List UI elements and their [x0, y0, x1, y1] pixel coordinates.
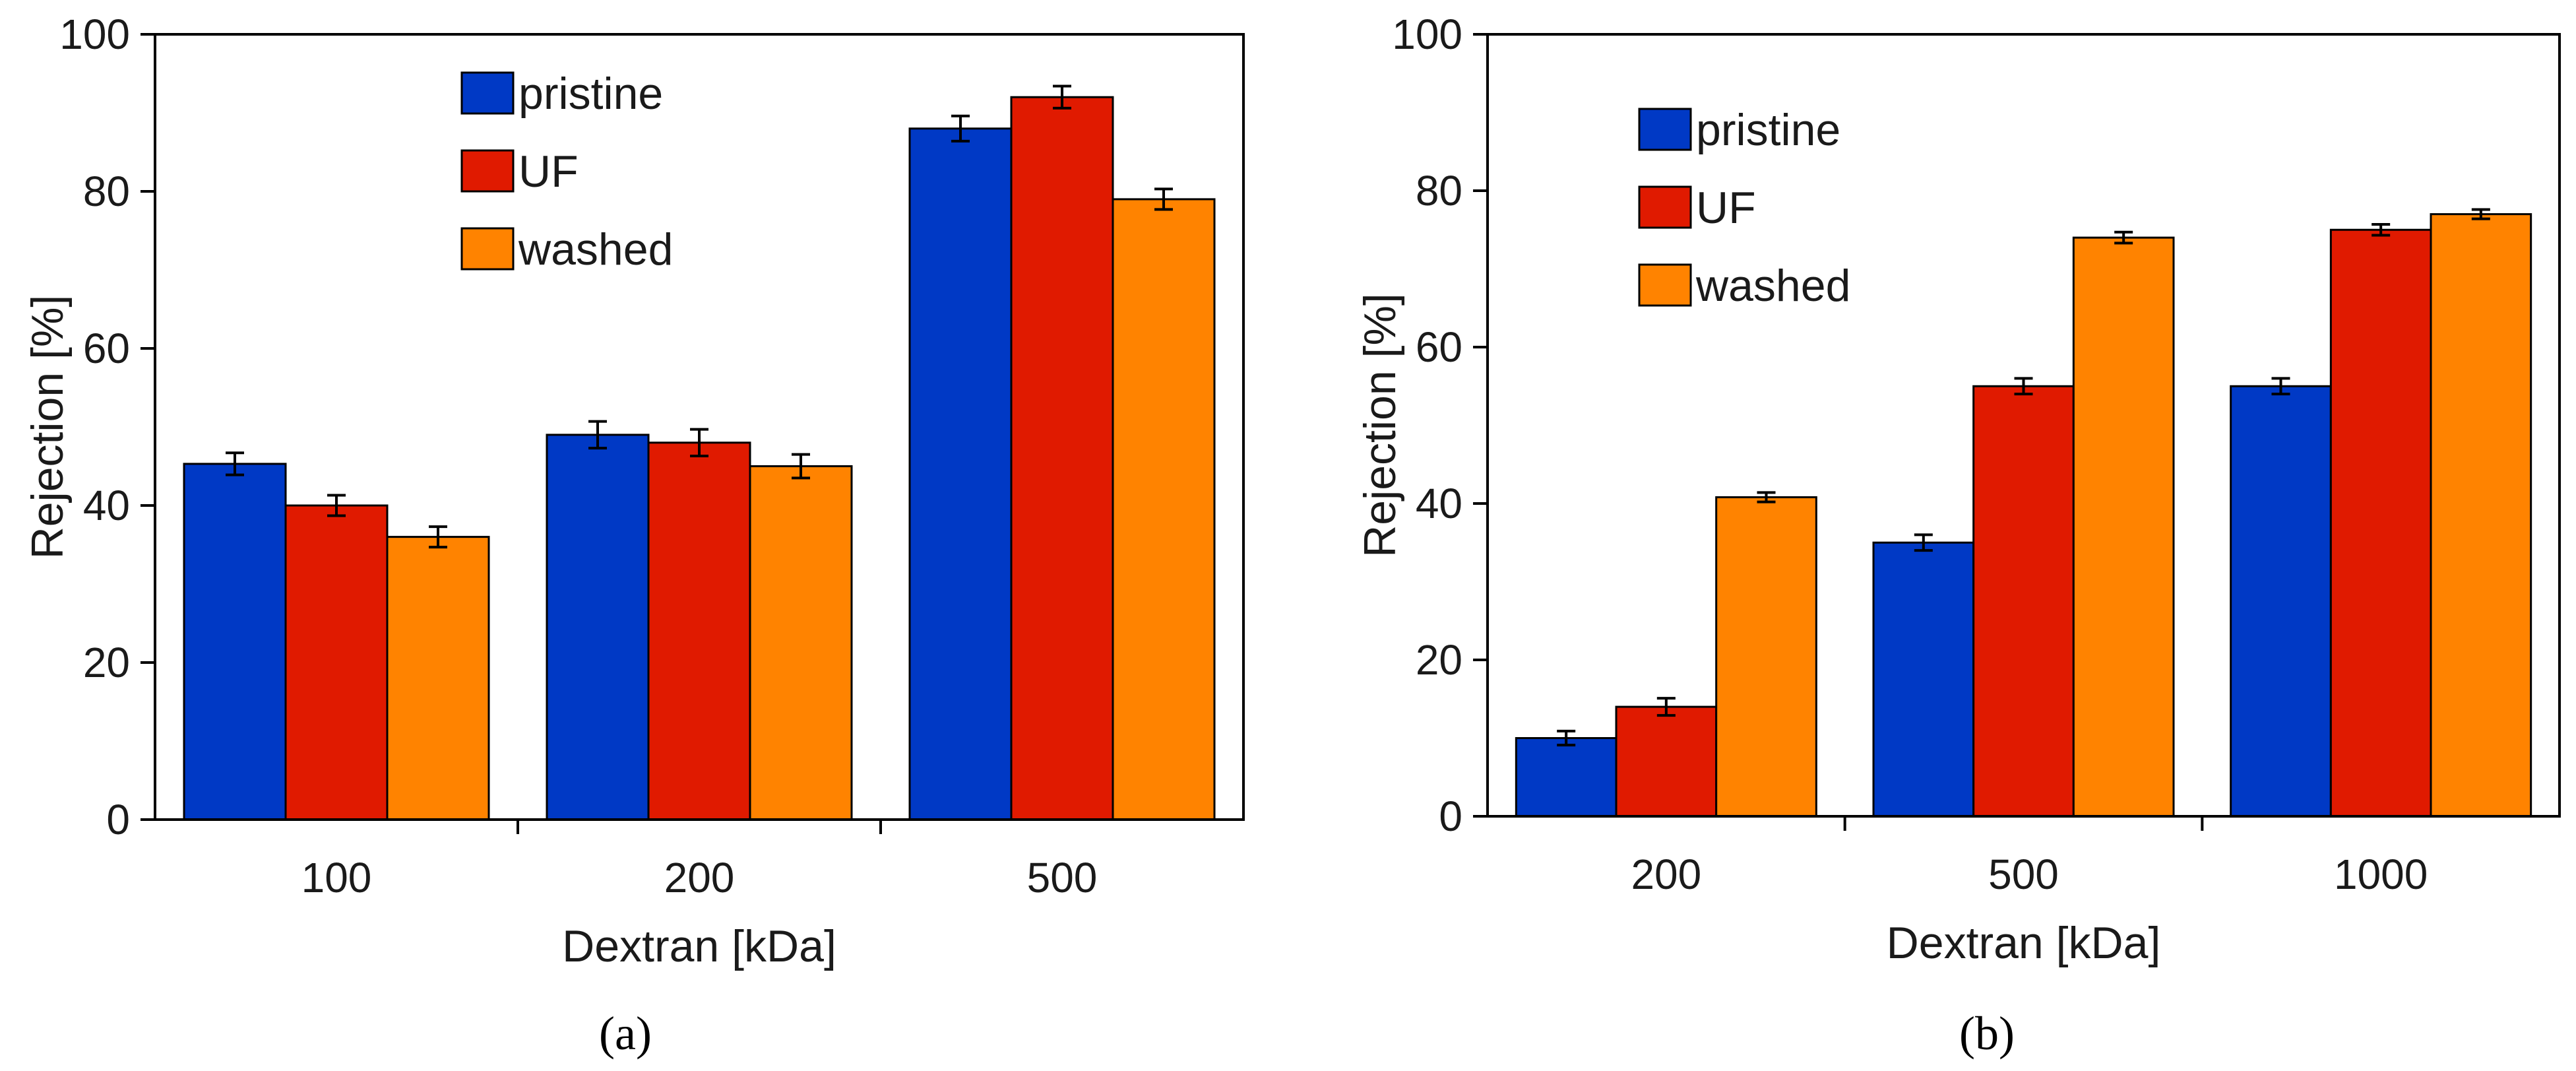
x-tick-label: 1000 [2334, 851, 2428, 898]
bar-washed-500 [1112, 198, 1216, 821]
error-bar-washed-1000 [2471, 208, 2490, 220]
bar-washed-200 [1715, 496, 1817, 818]
plot-frame [154, 33, 1245, 821]
bar-washed-500 [2072, 236, 2175, 818]
legend-swatch-pristine [1638, 108, 1692, 151]
x-tick-label: 100 [301, 854, 372, 901]
error-bar-washed-100 [429, 525, 447, 549]
error-bar-uf-200 [1656, 697, 1676, 717]
bar-washed-200 [749, 465, 853, 821]
bar-uf-1000 [2329, 228, 2432, 818]
bar-uf-500 [1010, 96, 1114, 821]
y-tick-label: 40 [1416, 480, 1462, 527]
y-tick-label: 100 [59, 11, 130, 58]
x-tick-label: 200 [1631, 851, 1701, 898]
plot-frame [1486, 33, 2561, 818]
y-tick-label: 40 [83, 482, 130, 529]
y-tick-label: 100 [1392, 11, 1462, 58]
panel-label: (a) [599, 1007, 652, 1060]
bar-pristine-200 [1515, 737, 1618, 818]
y-tick-label: 80 [1416, 167, 1462, 214]
chart-b: 0 20 40 60 80 100 200 500 1000 Dextran [kDa] Rejec… [1355, 11, 2561, 1060]
x-axis-title: Dextran [kDa] [1887, 918, 2161, 968]
bar-uf-500 [1972, 385, 2075, 818]
error-bar-pristine-200 [588, 420, 607, 450]
x-tick-label: 500 [1027, 854, 1098, 901]
error-bar-pristine-500 [951, 114, 970, 143]
bar-pristine-500 [1872, 541, 1975, 818]
y-tick-label: 80 [83, 168, 130, 215]
error-bar-washed-500 [2114, 230, 2133, 245]
bar-uf-200 [647, 441, 751, 821]
legend-swatch-pristine [460, 71, 515, 115]
error-bar-uf-200 [690, 428, 708, 458]
y-tick-label: 60 [1416, 323, 1462, 371]
y-tick-label: 0 [106, 796, 130, 843]
legend-label-uf: UF [1696, 183, 1756, 233]
y-tick-label: 0 [1439, 793, 1462, 840]
bar-uf-100 [284, 504, 389, 821]
error-bar-uf-500 [2014, 377, 2033, 396]
legend-label-washed: washed [518, 224, 673, 275]
bar-uf-200 [1615, 705, 1718, 818]
legend-label-pristine: pristine [1696, 105, 1840, 155]
error-bar-pristine-200 [1557, 729, 1576, 747]
x-tick-label: 200 [664, 854, 735, 901]
chart-a: 0 20 40 60 80 100 100 200 500 Dextran [kDa] Reject… [22, 11, 1245, 1060]
bar-washed-100 [386, 536, 490, 821]
legend-label-pristine: pristine [518, 69, 663, 119]
error-bar-pristine-500 [1914, 533, 1933, 552]
error-bar-pristine-100 [226, 451, 244, 476]
legend-swatch-washed [1638, 263, 1692, 307]
error-bar-washed-200 [1757, 491, 1776, 503]
x-axis-title: Dextran [kDa] [562, 921, 836, 971]
error-bar-uf-1000 [2372, 222, 2391, 237]
error-bar-pristine-1000 [2271, 377, 2290, 396]
y-tick-label: 20 [83, 639, 130, 686]
bar-pristine-500 [908, 127, 1013, 821]
bar-pristine-200 [546, 434, 650, 821]
y-axis-title: Rejection [%] [22, 295, 73, 560]
error-bar-washed-500 [1154, 187, 1173, 211]
legend-label-uf: UF [518, 146, 579, 197]
y-tick-label: 60 [83, 325, 130, 372]
legend-swatch-uf [460, 149, 515, 193]
bar-pristine-1000 [2230, 385, 2332, 818]
error-bar-uf-100 [327, 494, 346, 517]
panel-label: (b) [1959, 1007, 2015, 1060]
error-bar-uf-500 [1053, 84, 1071, 110]
x-tick-label: 500 [1988, 851, 2059, 898]
bar-pristine-100 [183, 463, 287, 821]
legend-label-washed: washed [1695, 261, 1850, 311]
legend-swatch-washed [460, 227, 515, 271]
y-tick-label: 20 [1416, 636, 1462, 684]
error-bar-washed-200 [792, 453, 810, 480]
bar-washed-1000 [2430, 213, 2532, 818]
y-axis-title: Rejection [%] [1355, 293, 1405, 558]
legend-swatch-uf [1638, 185, 1692, 229]
